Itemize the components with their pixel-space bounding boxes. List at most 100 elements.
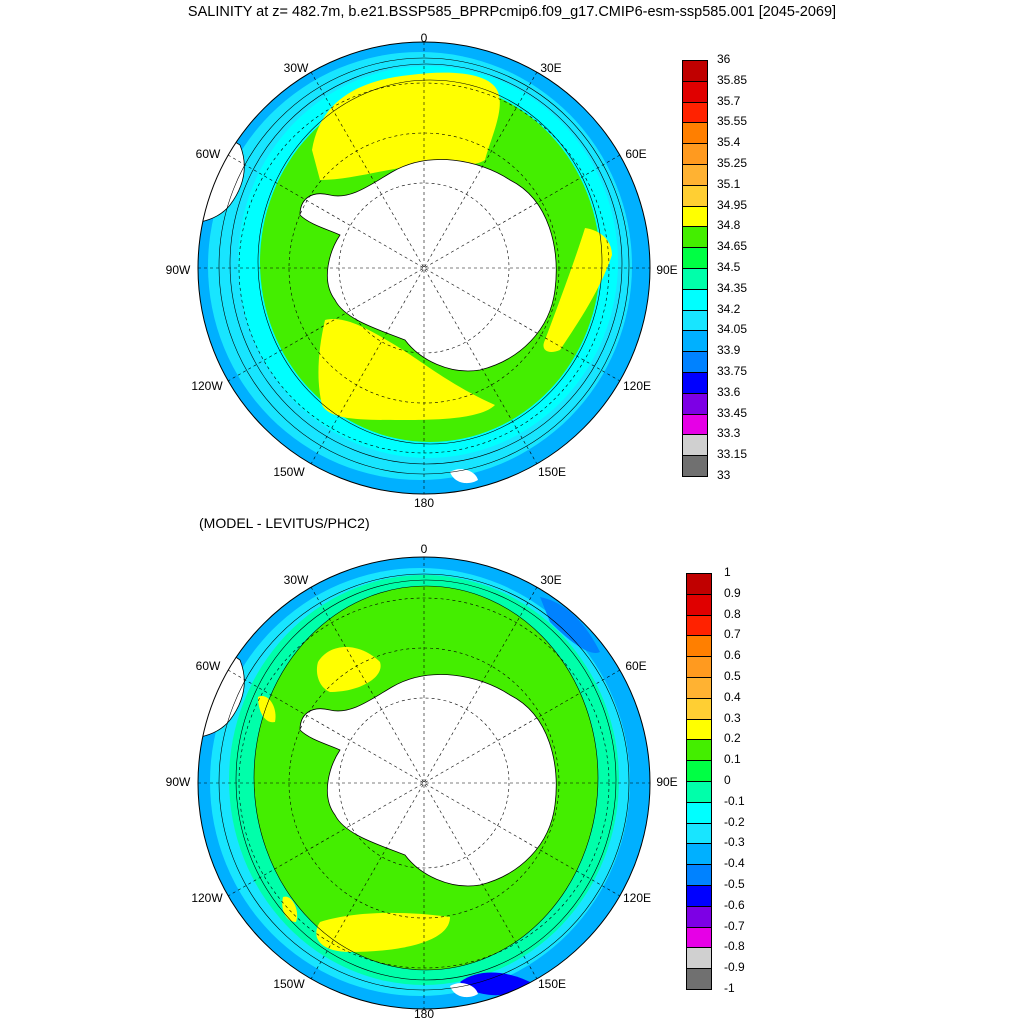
colorbar-tick-label: 0: [724, 773, 731, 787]
blue-patch-northeast: [540, 597, 600, 653]
new-zealand-island: [450, 469, 478, 484]
colorbar-swatch: [682, 101, 708, 124]
lon-label-180: 180: [414, 496, 434, 510]
colorbar-tick-label: 33.9: [717, 343, 741, 358]
colorbar-swatch: [686, 885, 712, 907]
colorbar-swatch: [686, 781, 712, 803]
colorbar-swatch: [686, 926, 712, 949]
colorbar-tick-label: 0.7: [724, 627, 741, 642]
colorbar-swatch: [682, 372, 708, 394]
colorbar-swatch: [686, 656, 712, 678]
colorbar-tick-label: -0.3: [724, 835, 745, 850]
colorbar-tick-label: -0.4: [724, 856, 745, 871]
colorbar-tick-label: -0.2: [724, 814, 745, 829]
lon-label-120w: 120W: [191, 379, 223, 393]
lon-label-120w-diff: 120W: [191, 891, 223, 905]
yellow-patch-north: [312, 72, 500, 180]
lon-label-30w: 30W: [284, 61, 309, 75]
dark-blue-patch: [460, 972, 530, 996]
lon-label-150w-diff: 150W: [273, 977, 305, 991]
lon-label-180-diff: 180: [414, 1007, 434, 1021]
colorbar-tick-label: 36: [717, 52, 731, 66]
yellow-patch-south: [318, 319, 495, 420]
colorbar-swatch: [686, 843, 712, 866]
colorbar-tick-label: -0.5: [724, 877, 745, 891]
colorbar-tick-label: 0.3: [724, 710, 741, 725]
lon-label-60w-diff: 60W: [196, 659, 221, 673]
colorbar-swatch: [686, 822, 712, 845]
lon-label-30w-diff: 30W: [284, 573, 309, 587]
difference-map: 0 30W 30E 60W 60E 90W 90E 120W 120E 150W…: [166, 542, 678, 1021]
colorbar-tick-label: 35.1: [717, 176, 741, 191]
colorbar-swatch: [682, 309, 708, 332]
colorbar-swatch: [686, 697, 712, 720]
lon-label-30e-diff: 30E: [540, 573, 561, 587]
colorbar-tick-label: 34.5: [717, 260, 741, 274]
colorbar-tick-label: 35.7: [717, 93, 741, 108]
colorbar-tick-label: 33.15: [717, 447, 748, 462]
colorbar-tick-label: 34.8: [717, 218, 741, 233]
colorbar-tick-label: 33: [717, 468, 731, 482]
yellow-patch-east: [543, 228, 612, 352]
colorbar-tick-label: 34.65: [717, 239, 748, 254]
colorbar-tick-label: -1: [724, 981, 735, 995]
colorbar-tick-label: 34.05: [717, 322, 748, 337]
colorbar-tick-label: -0.1: [724, 793, 745, 808]
colorbar-swatch: [682, 122, 708, 145]
colorbar-swatch: [686, 677, 712, 699]
colorbar-tick-label: 0.6: [724, 648, 741, 663]
yellow-diff-south: [316, 912, 450, 952]
colorbar-swatch: [686, 864, 712, 886]
lon-label-0-diff: 0: [421, 542, 428, 556]
colorbar-tick-label: 34.95: [717, 197, 748, 212]
colorbar-tick-label: 33.3: [717, 426, 741, 441]
colorbar-swatch: [682, 413, 708, 436]
colorbar-swatch: [686, 573, 712, 595]
difference-subtitle: (MODEL - LEVITUS/PHC2): [199, 515, 370, 531]
colorbar-swatch: [682, 268, 708, 290]
colorbar-swatch: [682, 184, 708, 207]
colorbar-tick-label: 0.5: [724, 669, 741, 683]
antarctica-landmass: [299, 159, 557, 372]
colorbar-swatch: [682, 288, 708, 311]
colorbar-tick-label: 35.85: [717, 72, 748, 87]
lon-label-30e: 30E: [540, 61, 561, 75]
colorbar-tick-label: -0.7: [724, 918, 745, 933]
antarctica-landmass-diff: [299, 674, 557, 887]
colorbar-swatch: [686, 739, 712, 762]
yellow-diff-west: [258, 696, 276, 723]
colorbar-tick-label: -0.6: [724, 897, 745, 912]
lon-label-150w: 150W: [273, 465, 305, 479]
lon-label-0: 0: [421, 31, 428, 45]
colorbar-swatch: [686, 718, 712, 741]
colorbar-tick-label: 33.75: [717, 364, 748, 378]
colorbar-tick-label: 1: [724, 565, 731, 579]
colorbar-swatch: [686, 614, 712, 637]
colorbar-tick-label: 35.55: [717, 114, 748, 129]
colorbar-tick-label: 0.4: [724, 689, 741, 704]
lon-label-150e: 150E: [538, 465, 566, 479]
colorbar-tick-label: 34.2: [717, 301, 741, 316]
colorbar-swatch: [682, 164, 708, 186]
colorbar-swatch: [682, 226, 708, 249]
lon-label-120e-diff: 120E: [623, 891, 651, 905]
colorbar-tick-label: 35.4: [717, 135, 741, 150]
lon-label-150e-diff: 150E: [538, 977, 566, 991]
colorbar-swatch: [682, 60, 708, 82]
colorbar-swatch: [682, 247, 708, 269]
colorbar-swatch: [682, 80, 708, 103]
colorbar-tick-label: 0.2: [724, 731, 741, 746]
colorbar-swatch: [682, 205, 708, 228]
colorbar-tick-label: 33.45: [717, 405, 748, 420]
colorbar-tick-label: -0.8: [724, 939, 745, 954]
colorbar-swatch: [686, 947, 712, 970]
plot-title: SALINITY at z= 482.7m, b.e21.BSSP585_BPR…: [187, 4, 837, 20]
colorbar-tick-label: 0.1: [724, 752, 741, 767]
lon-label-60w: 60W: [196, 147, 221, 161]
colorbar-tick-label: 33.6: [717, 384, 741, 399]
colorbar-swatch: [682, 143, 708, 165]
colorbar-swatch: [686, 635, 712, 658]
new-zealand-island-diff: [450, 983, 478, 998]
colorbar-swatch: [682, 434, 708, 457]
salinity-map: 0 30W 30E 60W 60E 90W 90E 120W 120E 150W…: [166, 31, 678, 510]
